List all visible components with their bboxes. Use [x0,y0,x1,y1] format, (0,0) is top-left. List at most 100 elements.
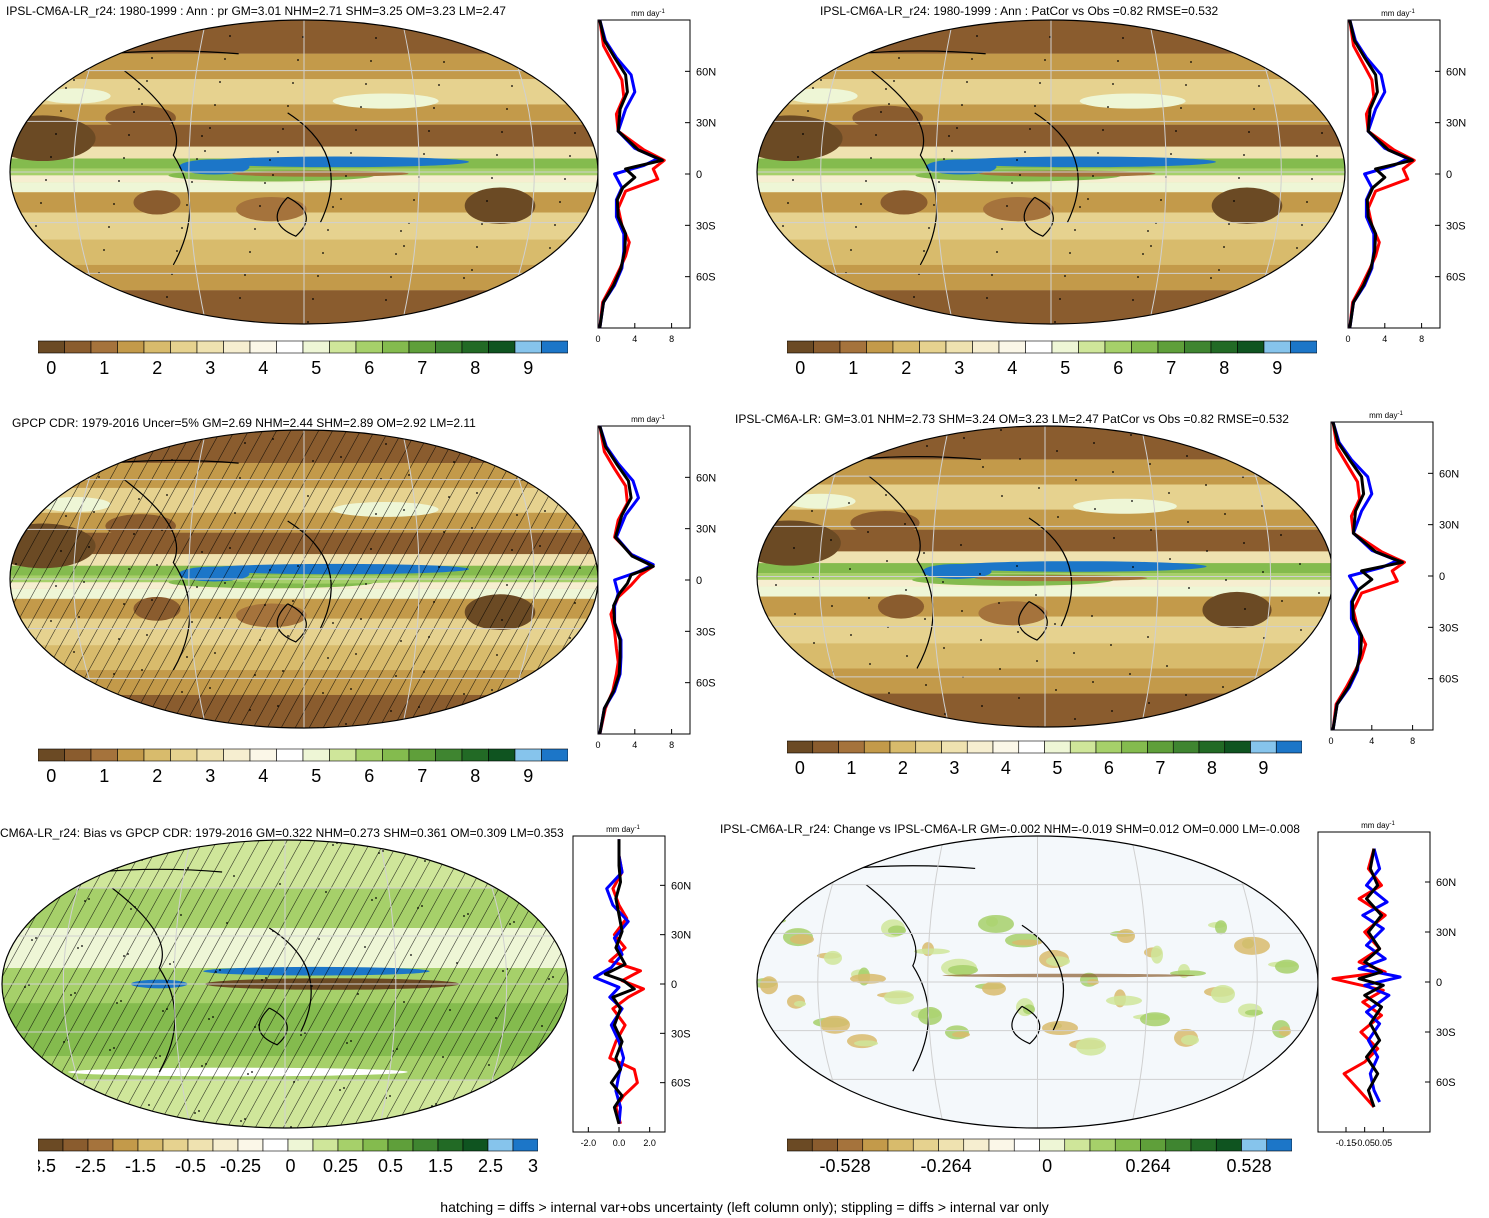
zonal-ytick-label: 0 [671,979,677,991]
colorbar-model-patcor: 012345678910 [787,340,1317,378]
colorbar-tick-label: 1 [848,358,858,378]
colorbar-tick-label: 4 [258,766,268,786]
map-bias [1,839,569,1129]
colorbar-swatch [1237,340,1265,354]
colorbar-tick-label: 0.25 [323,1156,358,1176]
colorbar-swatch [1069,740,1097,754]
colorbar-swatch [38,1138,64,1152]
zonal-unit-label: mm day-1 [631,415,665,424]
colorbar-swatch [276,748,304,762]
colorbar-swatch [355,340,383,354]
colorbar-swatch [838,740,865,754]
colorbar-swatch [408,340,436,354]
panel-title-model-r24: IPSL-CM6A-LR_r24: 1980-1999 : Ann : pr G… [6,4,506,18]
zonal-ytick-label: 30N [696,524,716,536]
colorbar-swatch [162,1138,189,1152]
colorbar-swatch [337,1138,364,1152]
colorbar-swatch [461,340,489,354]
colorbar-tick-label: 3 [205,358,215,378]
zonal-series-model [1331,848,1387,1108]
colorbar-swatch [223,748,251,762]
zonal-ytick-label: 30S [696,220,716,232]
colorbar-swatch [143,748,171,762]
colorbar-swatch [1172,740,1200,754]
colorbar-swatch [1263,340,1291,354]
colorbar-swatch [1190,1138,1217,1152]
colorbar-swatch [461,748,489,762]
zonal-xtick-label: 2.0 [643,1138,656,1148]
panel-title-model-patcor: IPSL-CM6A-LR_r24: 1980-1999 : Ann : PatC… [820,4,1219,18]
colorbar-tick-label: -1.5 [125,1156,156,1176]
colorbar-tick-label: 6 [364,766,374,786]
zonal-ytick-label: 0 [1439,571,1445,583]
colorbar-swatch [329,340,357,354]
zonal-xtick-label: 4 [632,334,637,344]
zonal-ytick-label: 30N [1436,927,1456,939]
colorbar-swatch [1078,340,1106,354]
colorbar-tick-label: 7 [1155,758,1165,778]
colorbar-tick-label: -0.264 [921,1156,972,1176]
colorbar-swatch [915,740,942,754]
colorbar-tick-label: 2 [898,758,908,778]
zonal-ytick-label: 60N [696,472,716,484]
colorbar-tick-label: 4 [258,358,268,378]
colorbar-swatch [1290,340,1317,354]
colorbar-swatch [302,340,330,354]
colorbar-swatch [38,748,65,762]
colorbar-swatch [437,1138,464,1152]
zonal-ytick-label: 60S [671,1078,691,1090]
colorbar-swatch [90,748,118,762]
colorbar-swatch [963,1138,990,1152]
colorbar-swatch [488,340,516,354]
zonal-ytick-label: 60S [1436,1077,1456,1089]
colorbar-swatch [237,1138,264,1152]
zonal-xtick-label: 8 [669,740,674,750]
colorbar-tick-label: 0.528 [1227,1156,1272,1176]
colorbar-swatch [1095,740,1123,754]
zonal-mean-model-r24: mm day-1 60N 30N 0 30S 60S 0 4 8 [595,9,716,344]
zonal-plot-frame [597,425,691,735]
colorbar-tick-label: 1 [99,358,109,378]
zonal-ytick-label: 60N [696,66,716,78]
colorbar-swatch [938,1138,965,1152]
zonal-unit-label: mm day-1 [631,9,665,18]
colorbar-change: -0.528 -0.264 0 0.264 0.528 [787,1138,1292,1176]
colorbar-swatch [998,340,1026,354]
zonal-series-mean [1348,19,1414,329]
colorbar-swatch [992,740,1020,754]
colorbar-tick-label: 5 [311,766,321,786]
zonal-series-model [598,425,655,735]
zonal-plot-frame [1330,421,1434,731]
colorbar-tick-label: -0.5 [175,1156,206,1176]
colorbar-tick-label: 3 [205,766,215,786]
colorbar-swatch [862,1138,889,1152]
colorbar-swatch [412,1138,439,1152]
colorbar-tick-label: 0 [795,358,805,378]
colorbar-swatch [1140,1138,1167,1152]
colorbar-tick-label: 0 [1042,1156,1052,1176]
colorbar-swatch [212,1138,239,1152]
colorbar-swatch [512,1138,538,1152]
colorbar-tick-label: 0 [46,766,56,786]
colorbar-swatch [839,340,867,354]
colorbar-tick-label: 7 [417,766,427,786]
zonal-ytick-label: 0 [1436,977,1442,989]
colorbar-swatch [137,1138,164,1152]
colorbar-tick-label: 9 [523,766,533,786]
colorbar-swatch [514,748,542,762]
colorbar-swatch [1025,340,1053,354]
zonal-ytick-label: 30S [671,1028,691,1040]
colorbar-swatch [312,1138,339,1152]
colorbar-swatch [811,1138,838,1152]
colorbar-tick-label: 5 [1060,358,1070,378]
colorbar-swatch [87,1138,114,1152]
colorbar-swatch [112,1138,139,1152]
colorbar-tick-label: 3 [954,358,964,378]
colorbar-swatch [262,1138,289,1152]
zonal-ytick-label: 60S [1439,674,1459,686]
colorbar-swatch [1051,340,1079,354]
zonal-xtick-label: 0.0 [613,1138,626,1148]
zonal-ytick-label: 30N [671,930,691,942]
colorbar-tick-label: 1.5 [428,1156,453,1176]
zonal-ytick-label: 60S [696,272,716,284]
